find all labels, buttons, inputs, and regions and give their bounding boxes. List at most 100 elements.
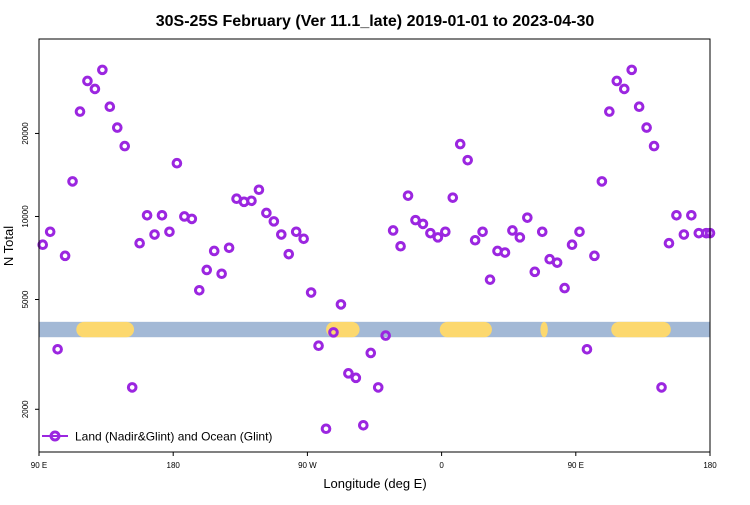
data-point bbox=[596, 176, 608, 187]
data-point bbox=[529, 266, 541, 278]
y-axis-ticks: 2000 5000 10000 20000 bbox=[21, 122, 39, 418]
x-tick-label: 180 bbox=[703, 461, 717, 470]
data-point bbox=[171, 157, 183, 169]
data-points bbox=[37, 64, 716, 435]
data-point bbox=[89, 83, 101, 95]
data-point bbox=[74, 106, 86, 117]
land-ocean-band bbox=[39, 321, 710, 338]
data-point bbox=[425, 227, 436, 239]
plot-frame bbox=[38, 38, 711, 453]
data-point bbox=[440, 226, 451, 238]
data-point bbox=[663, 237, 675, 249]
data-point bbox=[246, 195, 257, 207]
data-point bbox=[574, 226, 585, 238]
data-point bbox=[626, 64, 638, 76]
data-point bbox=[253, 184, 265, 196]
data-point bbox=[387, 225, 399, 236]
data-point bbox=[268, 216, 280, 227]
land-segment bbox=[439, 321, 492, 338]
data-point bbox=[126, 382, 138, 393]
data-point bbox=[432, 232, 444, 243]
data-point bbox=[141, 209, 153, 221]
data-point bbox=[52, 343, 63, 355]
data-point bbox=[462, 154, 473, 166]
data-point bbox=[208, 245, 220, 257]
data-point bbox=[454, 138, 466, 150]
data-point bbox=[223, 242, 235, 254]
data-point bbox=[343, 368, 354, 379]
data-point bbox=[104, 101, 116, 113]
data-point bbox=[581, 343, 593, 355]
data-point bbox=[641, 122, 652, 133]
y-tick-label: 20000 bbox=[21, 122, 30, 145]
data-point bbox=[134, 237, 145, 249]
data-point bbox=[305, 287, 317, 298]
legend-label: Land (Nadir&Glint) and Ocean (Glint) bbox=[75, 430, 272, 444]
data-point bbox=[283, 248, 295, 260]
data-point bbox=[372, 382, 384, 393]
data-point bbox=[276, 229, 287, 240]
land-segment bbox=[611, 321, 671, 338]
legend: Land (Nadir&Glint) and Ocean (Glint) bbox=[42, 430, 272, 444]
x-tick-label: 90 E bbox=[568, 461, 584, 470]
data-point bbox=[164, 226, 175, 238]
data-point bbox=[37, 239, 49, 251]
data-point bbox=[358, 419, 369, 431]
data-point bbox=[469, 234, 481, 246]
x-tick-label: 90 E bbox=[31, 461, 47, 470]
land-segment bbox=[540, 321, 548, 338]
data-point bbox=[671, 209, 682, 221]
ocean-band bbox=[39, 321, 710, 338]
data-point bbox=[261, 207, 272, 219]
data-point bbox=[335, 299, 347, 310]
data-point bbox=[313, 340, 324, 352]
data-point bbox=[402, 190, 414, 201]
data-point bbox=[350, 372, 362, 384]
x-axis-ticks: 90 E 180 90 W 0 90 E 180 bbox=[31, 452, 717, 470]
data-point bbox=[156, 209, 168, 221]
data-point bbox=[149, 229, 160, 240]
legend-marker-icon bbox=[49, 430, 61, 442]
y-tick-label: 10000 bbox=[21, 205, 30, 228]
land-segment bbox=[326, 321, 360, 338]
data-point bbox=[380, 330, 391, 341]
data-point bbox=[648, 140, 660, 152]
data-point bbox=[633, 101, 645, 113]
y-axis-label: N Total bbox=[1, 226, 16, 266]
data-point bbox=[618, 83, 630, 95]
data-point bbox=[193, 284, 205, 296]
x-axis-label: Longitude (deg E) bbox=[323, 476, 426, 491]
data-point bbox=[111, 122, 123, 133]
data-point bbox=[604, 106, 615, 117]
data-point bbox=[290, 226, 302, 238]
data-point bbox=[536, 226, 548, 238]
x-tick-label: 0 bbox=[439, 461, 444, 470]
data-point bbox=[417, 218, 429, 230]
data-point bbox=[365, 347, 377, 359]
data-point bbox=[97, 64, 108, 76]
data-point bbox=[82, 75, 93, 87]
data-point bbox=[484, 274, 496, 285]
data-point bbox=[67, 176, 78, 187]
data-point bbox=[656, 382, 667, 393]
data-point bbox=[686, 209, 697, 221]
data-point bbox=[44, 226, 56, 238]
data-point bbox=[328, 327, 339, 338]
data-point bbox=[559, 282, 570, 294]
x-tick-label: 90 W bbox=[298, 461, 317, 470]
data-point bbox=[298, 233, 309, 245]
data-point bbox=[447, 192, 459, 203]
data-point bbox=[514, 232, 526, 243]
data-point bbox=[551, 257, 563, 268]
data-point bbox=[201, 264, 213, 276]
data-point bbox=[589, 250, 600, 262]
chart-title: 30S-25S February (Ver 11.1_late) 2019-01… bbox=[156, 13, 595, 30]
data-point bbox=[395, 240, 406, 252]
y-tick-label: 5000 bbox=[21, 290, 30, 308]
data-point bbox=[119, 140, 131, 152]
data-point bbox=[678, 229, 690, 240]
y-tick-label: 2000 bbox=[21, 400, 30, 418]
data-point bbox=[59, 250, 71, 262]
